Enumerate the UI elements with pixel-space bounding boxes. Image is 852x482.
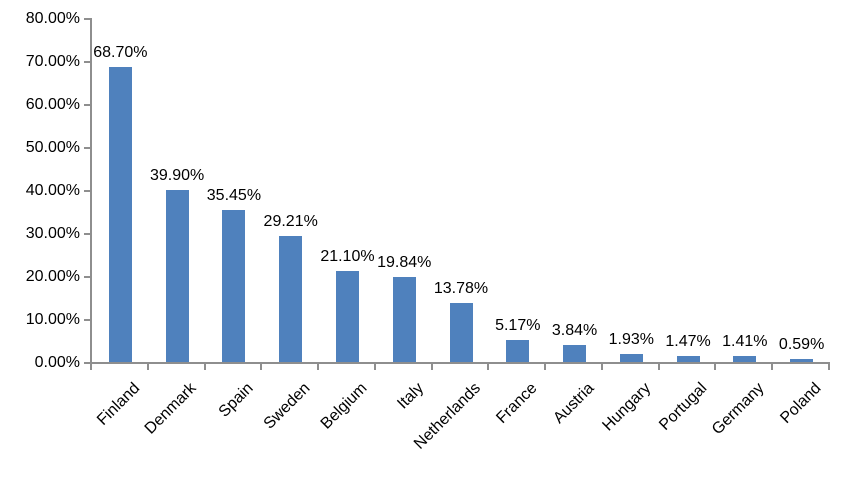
x-axis-tick bbox=[373, 364, 376, 370]
category-label-france: France bbox=[493, 379, 541, 427]
category-label-belgium: Belgium bbox=[317, 379, 371, 433]
y-axis-tick bbox=[84, 104, 90, 106]
bar-sweden bbox=[279, 236, 303, 362]
y-axis-tick bbox=[84, 362, 90, 364]
bar-italy bbox=[392, 276, 416, 362]
category-label-sweden: Sweden bbox=[260, 379, 314, 433]
y-axis-tick bbox=[84, 319, 90, 321]
y-axis-tick bbox=[84, 276, 90, 278]
x-axis-tick bbox=[260, 364, 263, 370]
category-label-hungary: Hungary bbox=[599, 379, 655, 435]
category-label-austria: Austria bbox=[550, 379, 598, 427]
x-axis-tick bbox=[771, 364, 774, 370]
y-axis-tick-label: 0.00% bbox=[34, 354, 80, 371]
x-axis-tick bbox=[544, 364, 547, 370]
y-axis-tick bbox=[84, 147, 90, 149]
y-axis-tick bbox=[84, 61, 90, 63]
y-axis-tick bbox=[84, 233, 90, 235]
data-label-spain: 35.45% bbox=[206, 186, 262, 204]
data-label-italy: 19.84% bbox=[377, 253, 432, 271]
data-label-germany: 1.41% bbox=[722, 332, 768, 350]
y-axis-tick-label: 60.00% bbox=[25, 96, 80, 113]
bar-germany bbox=[733, 355, 757, 362]
category-label-spain: Spain bbox=[215, 379, 257, 421]
y-axis-tick bbox=[84, 190, 90, 192]
y-axis-line bbox=[90, 18, 92, 364]
x-axis-tick bbox=[487, 364, 490, 370]
x-axis-tick bbox=[714, 364, 717, 370]
category-label-finland: Finland bbox=[93, 379, 144, 429]
y-axis-tick-label: 50.00% bbox=[25, 139, 80, 156]
data-label-poland: 0.59% bbox=[778, 336, 825, 354]
data-label-sweden: 29.21% bbox=[263, 213, 318, 231]
data-label-finland: 68.70% bbox=[93, 43, 148, 61]
bar-hungary bbox=[619, 353, 643, 362]
bar-poland bbox=[790, 359, 814, 362]
x-axis-tick bbox=[600, 364, 603, 370]
y-axis-tick-label: 70.00% bbox=[25, 53, 80, 70]
category-label-portugal: Portugal bbox=[656, 379, 711, 434]
data-label-belgium: 21.10% bbox=[320, 248, 375, 266]
x-axis-tick bbox=[828, 364, 830, 370]
y-axis-tick-label: 40.00% bbox=[25, 182, 80, 199]
bar-finland bbox=[108, 66, 132, 362]
category-label-denmark: Denmark bbox=[141, 379, 200, 438]
y-axis-tick-label: 30.00% bbox=[25, 225, 80, 242]
x-axis-tick bbox=[203, 364, 206, 370]
bar-france bbox=[506, 339, 530, 362]
data-label-france: 5.17% bbox=[495, 316, 541, 334]
category-label-italy: Italy bbox=[394, 379, 427, 413]
data-label-portugal: 1.47% bbox=[665, 332, 711, 350]
y-axis-tick-label: 20.00% bbox=[25, 268, 80, 285]
data-label-netherlands: 13.78% bbox=[433, 279, 489, 297]
y-axis-tick bbox=[84, 18, 90, 20]
bar-belgium bbox=[335, 271, 359, 362]
bar-spain bbox=[222, 209, 246, 362]
category-label-poland: Poland bbox=[777, 379, 825, 427]
x-axis-tick bbox=[317, 364, 320, 370]
y-axis-tick-label: 10.00% bbox=[25, 311, 80, 328]
bar-denmark bbox=[165, 190, 189, 362]
data-label-hungary: 1.93% bbox=[608, 330, 654, 348]
bar-portugal bbox=[676, 355, 700, 362]
x-axis-tick bbox=[657, 364, 660, 370]
y-axis-tick-label: 80.00% bbox=[25, 10, 80, 27]
x-axis-tick bbox=[430, 364, 433, 370]
category-label-germany: Germany bbox=[709, 379, 768, 439]
x-axis-tick bbox=[90, 364, 92, 370]
x-axis-tick bbox=[146, 364, 149, 370]
data-label-denmark: 39.90% bbox=[150, 167, 205, 185]
x-axis-line bbox=[90, 362, 830, 364]
data-label-austria: 3.84% bbox=[551, 322, 598, 340]
bar-netherlands bbox=[449, 302, 473, 362]
bar-austria bbox=[563, 345, 587, 362]
